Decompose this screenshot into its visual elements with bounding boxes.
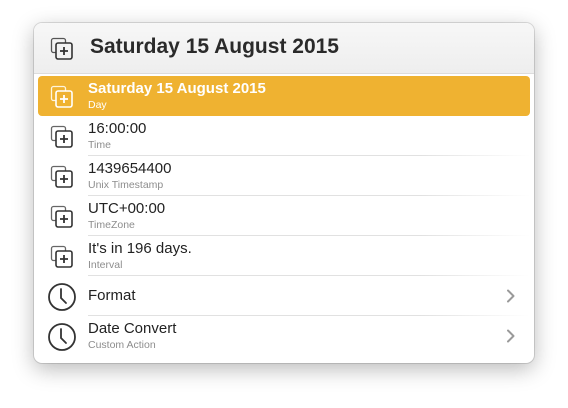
header: Saturday 15 August 2015 — [34, 23, 534, 74]
row-divider — [88, 235, 530, 236]
result-title: 1439654400 — [88, 160, 172, 177]
result-subtitle: Unix Timestamp — [88, 179, 164, 191]
result-title: It's in 196 days. — [88, 240, 192, 257]
result-subtitle: Time — [88, 139, 111, 151]
result-subtitle: Day — [88, 99, 107, 111]
row-divider — [88, 315, 530, 316]
result-row-unix-timestamp[interactable]: 1439654400 Unix Timestamp — [38, 156, 530, 196]
copy-add-icon — [50, 125, 73, 148]
result-row-date-convert[interactable]: Date Convert Custom Action — [38, 316, 530, 356]
copy-add-icon — [50, 245, 73, 268]
row-divider — [88, 155, 530, 156]
result-title: UTC+00:00 — [88, 200, 166, 217]
row-divider — [88, 195, 530, 196]
result-title: Saturday 15 August 2015 — [88, 80, 266, 97]
clock-icon — [48, 323, 76, 351]
result-row-format[interactable]: Format — [38, 276, 530, 316]
result-subtitle: Interval — [88, 259, 123, 271]
copy-add-icon — [50, 85, 73, 108]
result-row-time[interactable]: 16:00:00 Time — [38, 116, 530, 156]
copy-add-icon — [50, 37, 73, 60]
result-title: Format — [88, 287, 136, 304]
result-row-timezone[interactable]: UTC+00:00 TimeZone — [38, 196, 530, 236]
result-row-day[interactable]: Saturday 15 August 2015 Day — [38, 76, 530, 116]
chevron-right-icon[interactable] — [506, 289, 516, 303]
clock-icon — [48, 283, 76, 311]
header-title: Saturday 15 August 2015 — [90, 35, 339, 58]
row-divider — [88, 275, 530, 276]
chevron-right-icon[interactable] — [506, 329, 516, 343]
result-title: 16:00:00 — [88, 120, 147, 137]
result-title: Date Convert — [88, 320, 177, 337]
launcher-panel: Saturday 15 August 2015 Saturday 15 Augu… — [34, 23, 534, 363]
copy-add-icon — [50, 165, 73, 188]
result-subtitle: TimeZone — [88, 219, 135, 231]
result-row-interval[interactable]: It's in 196 days. Interval — [38, 236, 530, 276]
copy-add-icon — [50, 205, 73, 228]
result-subtitle: Custom Action — [88, 339, 156, 351]
